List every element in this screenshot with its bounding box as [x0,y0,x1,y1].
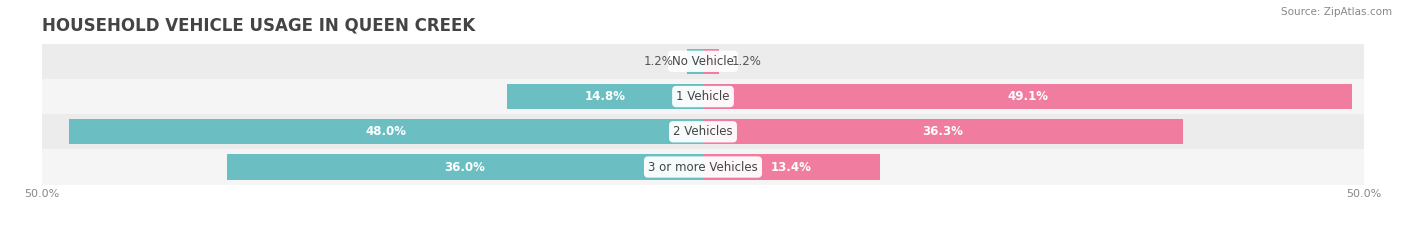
Text: 2 Vehicles: 2 Vehicles [673,125,733,138]
Bar [703,154,880,180]
Text: 13.4%: 13.4% [770,161,813,174]
Text: Source: ZipAtlas.com: Source: ZipAtlas.com [1281,7,1392,17]
Text: 1.2%: 1.2% [733,55,762,68]
Text: 49.1%: 49.1% [1007,90,1047,103]
Text: 1.2%: 1.2% [644,55,673,68]
Text: No Vehicle: No Vehicle [672,55,734,68]
Bar [42,149,1364,185]
Bar [703,49,718,74]
Bar [42,114,1364,149]
Bar [508,84,703,109]
Bar [688,49,703,74]
Text: 36.3%: 36.3% [922,125,963,138]
Bar [69,119,703,144]
Text: 3 or more Vehicles: 3 or more Vehicles [648,161,758,174]
Bar [703,84,1353,109]
Bar [42,79,1364,114]
Text: HOUSEHOLD VEHICLE USAGE IN QUEEN CREEK: HOUSEHOLD VEHICLE USAGE IN QUEEN CREEK [42,17,475,35]
Text: 48.0%: 48.0% [366,125,406,138]
Text: 1 Vehicle: 1 Vehicle [676,90,730,103]
Text: 14.8%: 14.8% [585,90,626,103]
Bar [228,154,703,180]
Text: 36.0%: 36.0% [444,161,485,174]
Bar [42,44,1364,79]
Bar [703,119,1182,144]
